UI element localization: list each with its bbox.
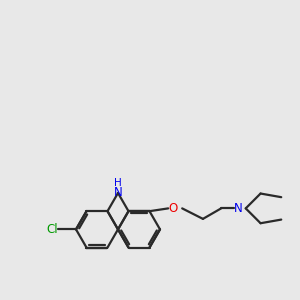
- Text: O: O: [169, 202, 178, 215]
- Text: N: N: [234, 202, 243, 215]
- Text: Cl: Cl: [46, 223, 58, 236]
- Text: H: H: [114, 178, 122, 188]
- Text: N: N: [114, 187, 122, 200]
